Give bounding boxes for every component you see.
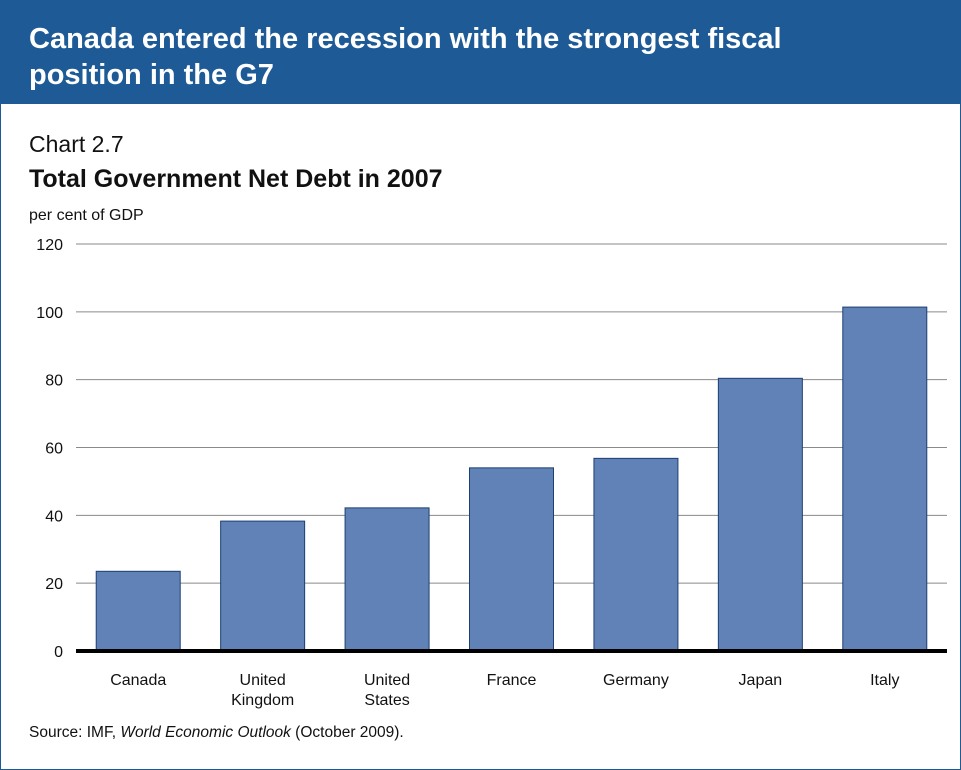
x-tick-label: France xyxy=(487,672,537,689)
bar xyxy=(469,467,554,652)
bar xyxy=(842,306,928,652)
header-banner: Canada entered the recession with the st… xyxy=(1,1,960,104)
y-tick-label: 40 xyxy=(45,508,63,525)
x-tick-label: Italy xyxy=(870,672,899,689)
x-tick-label: Japan xyxy=(739,672,783,689)
y-tick-label: 20 xyxy=(45,576,63,593)
source-suffix: (October 2009). xyxy=(290,724,404,741)
y-tick-label: 60 xyxy=(45,441,63,458)
chart-number: Chart 2.7 xyxy=(29,131,124,157)
x-tick-label: Germany xyxy=(603,672,669,689)
y-tick-label: 80 xyxy=(45,373,63,390)
bar xyxy=(717,377,803,652)
bar xyxy=(220,520,306,652)
bar xyxy=(593,457,679,652)
banner-title: Canada entered the recession with the st… xyxy=(29,23,782,91)
source-note: Source: IMF, World Economic Outlook (Oct… xyxy=(29,724,404,742)
bar xyxy=(95,570,181,652)
source-prefix: Source: IMF, xyxy=(29,724,121,741)
source-publication: World Economic Outlook xyxy=(120,724,291,741)
chart-title: Total Government Net Debt in 2007 xyxy=(29,165,443,193)
x-tick-label: United Kingdom xyxy=(231,672,294,709)
x-tick-label: Canada xyxy=(110,672,166,689)
y-tick-label: 120 xyxy=(36,237,63,254)
bar xyxy=(344,507,430,652)
y-axis-label: per cent of GDP xyxy=(29,207,144,224)
x-tick-label: United States xyxy=(364,672,410,709)
y-tick-label: 100 xyxy=(36,305,63,322)
y-tick-label: 0 xyxy=(54,644,63,661)
